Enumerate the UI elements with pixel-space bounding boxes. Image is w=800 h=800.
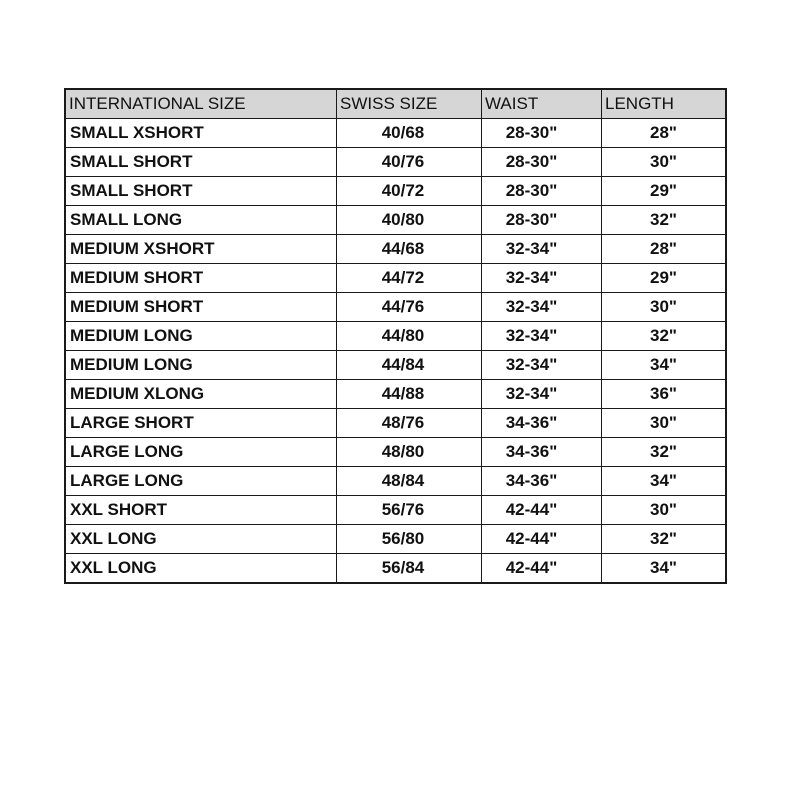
- swiss-size-cell: 40/76: [336, 147, 482, 177]
- waist-cell: 28-30": [481, 205, 602, 235]
- international-size-cell: XXL SHORT: [64, 495, 337, 525]
- table-row: LARGE LONG 48/84 34-36" 34": [64, 466, 727, 496]
- international-size-cell: SMALL LONG: [64, 205, 337, 235]
- table-row: MEDIUM XLONG 44/88 32-34" 36": [64, 379, 727, 409]
- length-cell: 30": [601, 292, 727, 322]
- swiss-size-cell: 48/84: [336, 466, 482, 496]
- waist-cell: 42-44": [481, 524, 602, 554]
- table-row: LARGE LONG 48/80 34-36" 32": [64, 437, 727, 467]
- header-row: INTERNATIONAL SIZE SWISS SIZE WAIST LENG…: [64, 88, 727, 119]
- swiss-size-cell: 40/72: [336, 176, 482, 206]
- international-size-cell: SMALL SHORT: [64, 147, 337, 177]
- length-cell: 32": [601, 437, 727, 467]
- table-row: MEDIUM XSHORT 44/68 32-34" 28": [64, 234, 727, 264]
- waist-cell: 28-30": [481, 118, 602, 148]
- table-row: SMALL XSHORT 40/68 28-30" 28": [64, 118, 727, 148]
- length-cell: 34": [601, 553, 727, 584]
- length-cell: 30": [601, 147, 727, 177]
- international-size-cell: SMALL XSHORT: [64, 118, 337, 148]
- international-size-cell: MEDIUM LONG: [64, 321, 337, 351]
- international-size-cell: MEDIUM SHORT: [64, 292, 337, 322]
- table-row: SMALL SHORT 40/76 28-30" 30": [64, 147, 727, 177]
- header-waist: WAIST: [481, 88, 602, 119]
- length-cell: 32": [601, 524, 727, 554]
- table-row: XXL LONG 56/84 42-44" 34": [64, 553, 727, 584]
- international-size-cell: MEDIUM XSHORT: [64, 234, 337, 264]
- waist-cell: 32-34": [481, 350, 602, 380]
- waist-cell: 34-36": [481, 408, 602, 438]
- length-cell: 28": [601, 234, 727, 264]
- swiss-size-cell: 56/76: [336, 495, 482, 525]
- waist-cell: 32-34": [481, 263, 602, 293]
- swiss-size-cell: 44/68: [336, 234, 482, 264]
- table-row: XXL SHORT 56/76 42-44" 30": [64, 495, 727, 525]
- waist-cell: 32-34": [481, 379, 602, 409]
- international-size-cell: LARGE LONG: [64, 437, 337, 467]
- swiss-size-cell: 44/76: [336, 292, 482, 322]
- international-size-cell: LARGE SHORT: [64, 408, 337, 438]
- swiss-size-cell: 44/84: [336, 350, 482, 380]
- length-cell: 34": [601, 350, 727, 380]
- swiss-size-cell: 44/88: [336, 379, 482, 409]
- international-size-cell: MEDIUM XLONG: [64, 379, 337, 409]
- length-cell: 32": [601, 321, 727, 351]
- table-row: SMALL SHORT 40/72 28-30" 29": [64, 176, 727, 206]
- length-cell: 29": [601, 176, 727, 206]
- table-row: XXL LONG 56/80 42-44" 32": [64, 524, 727, 554]
- size-chart-table: INTERNATIONAL SIZE SWISS SIZE WAIST LENG…: [64, 88, 727, 584]
- table-row: MEDIUM LONG 44/84 32-34" 34": [64, 350, 727, 380]
- table-row: MEDIUM LONG 44/80 32-34" 32": [64, 321, 727, 351]
- length-cell: 28": [601, 118, 727, 148]
- swiss-size-cell: 48/80: [336, 437, 482, 467]
- swiss-size-cell: 56/80: [336, 524, 482, 554]
- waist-cell: 32-34": [481, 292, 602, 322]
- international-size-cell: XXL LONG: [64, 524, 337, 554]
- length-cell: 34": [601, 466, 727, 496]
- table-row: SMALL LONG 40/80 28-30" 32": [64, 205, 727, 235]
- waist-cell: 32-34": [481, 321, 602, 351]
- swiss-size-cell: 40/68: [336, 118, 482, 148]
- international-size-cell: MEDIUM LONG: [64, 350, 337, 380]
- international-size-cell: LARGE LONG: [64, 466, 337, 496]
- header-international-size: INTERNATIONAL SIZE: [64, 88, 337, 119]
- table-row: MEDIUM SHORT 44/76 32-34" 30": [64, 292, 727, 322]
- international-size-cell: SMALL SHORT: [64, 176, 337, 206]
- swiss-size-cell: 56/84: [336, 553, 482, 584]
- waist-cell: 42-44": [481, 495, 602, 525]
- length-cell: 30": [601, 495, 727, 525]
- waist-cell: 34-36": [481, 466, 602, 496]
- swiss-size-cell: 48/76: [336, 408, 482, 438]
- table-row: MEDIUM SHORT 44/72 32-34" 29": [64, 263, 727, 293]
- length-cell: 29": [601, 263, 727, 293]
- swiss-size-cell: 40/80: [336, 205, 482, 235]
- waist-cell: 28-30": [481, 176, 602, 206]
- header-length: LENGTH: [601, 88, 727, 119]
- table-row: LARGE SHORT 48/76 34-36" 30": [64, 408, 727, 438]
- header-swiss-size: SWISS SIZE: [336, 88, 482, 119]
- swiss-size-cell: 44/80: [336, 321, 482, 351]
- international-size-cell: XXL LONG: [64, 553, 337, 584]
- length-cell: 30": [601, 408, 727, 438]
- waist-cell: 42-44": [481, 553, 602, 584]
- length-cell: 32": [601, 205, 727, 235]
- waist-cell: 32-34": [481, 234, 602, 264]
- length-cell: 36": [601, 379, 727, 409]
- waist-cell: 34-36": [481, 437, 602, 467]
- swiss-size-cell: 44/72: [336, 263, 482, 293]
- international-size-cell: MEDIUM SHORT: [64, 263, 337, 293]
- waist-cell: 28-30": [481, 147, 602, 177]
